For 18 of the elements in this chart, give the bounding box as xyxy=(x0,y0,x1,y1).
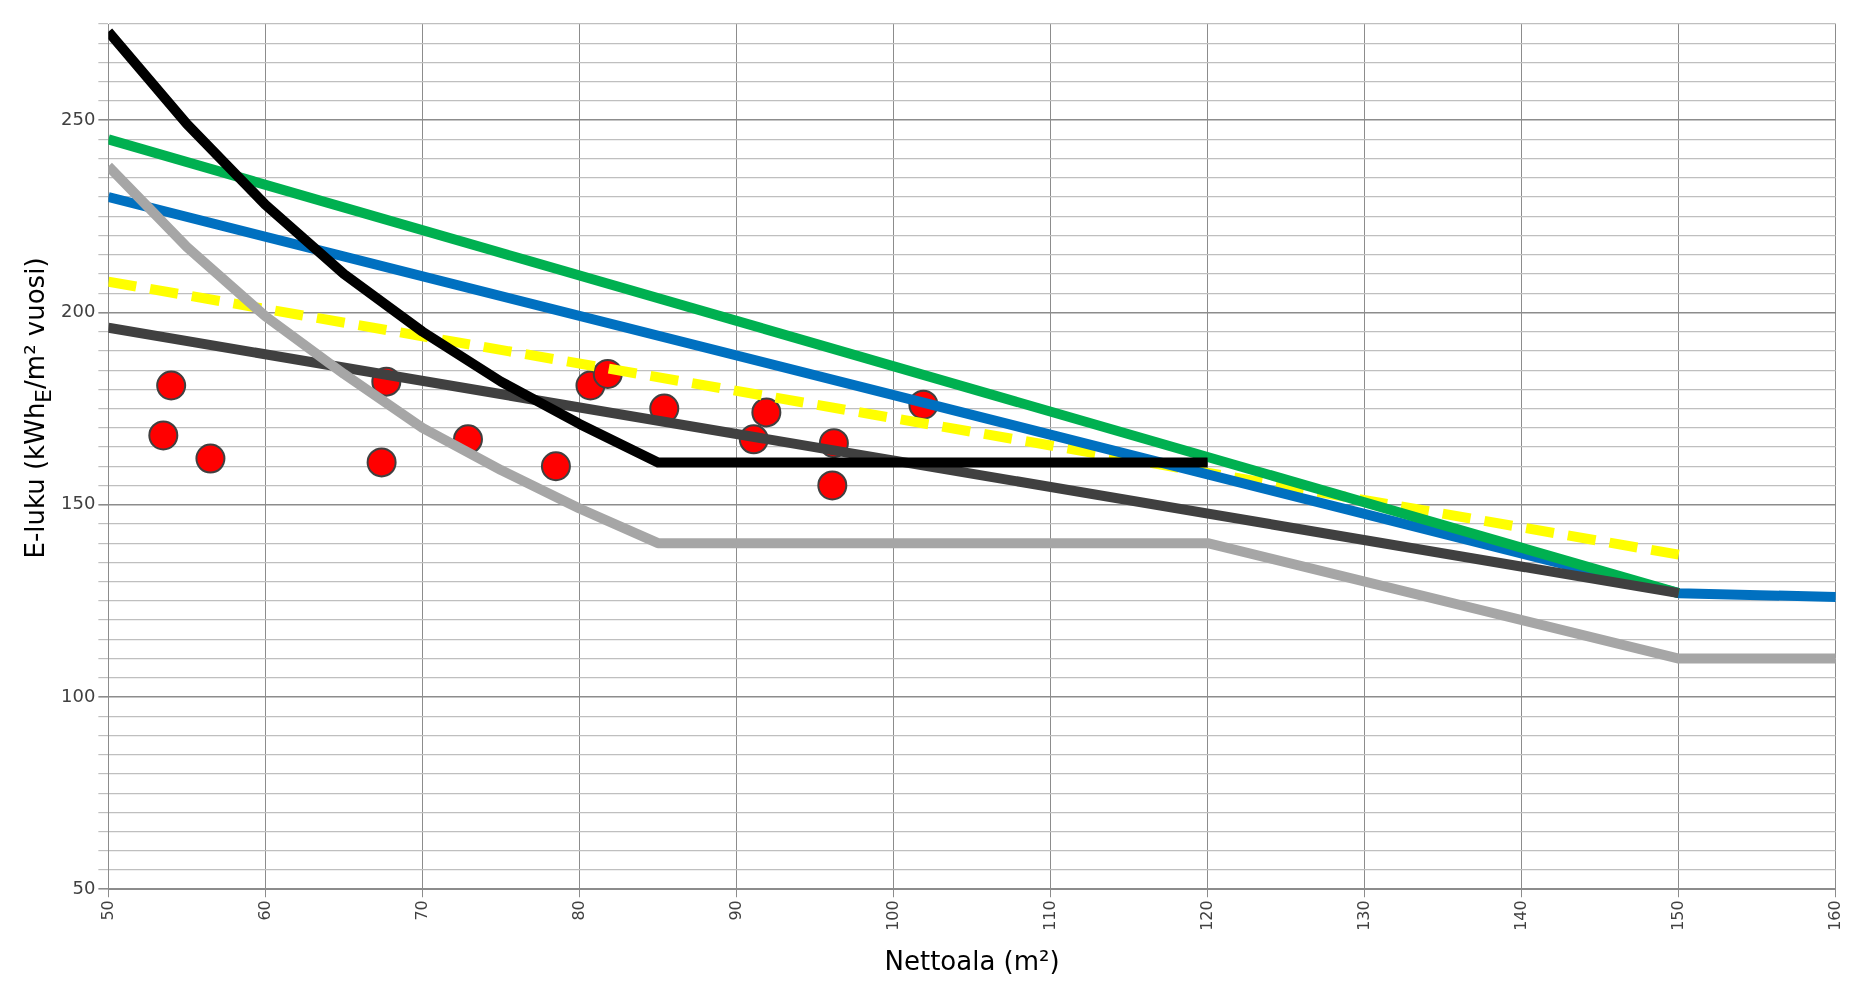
x-axis-title: Nettoala (m²) xyxy=(884,946,1060,977)
x-tick-label: 90 xyxy=(725,900,745,921)
x-tick-label: 70 xyxy=(411,900,431,921)
x-tick-label: 160 xyxy=(1824,900,1844,931)
x-tick-label: 60 xyxy=(254,900,274,921)
x-tick-label: 80 xyxy=(568,900,588,921)
y-tick-label: 100 xyxy=(61,684,96,706)
y-tick-label: 200 xyxy=(61,300,96,322)
x-tick-label: 110 xyxy=(1039,900,1059,931)
y-tick-label: 250 xyxy=(61,107,96,129)
x-tick-label: 100 xyxy=(882,900,902,931)
y-tick-label: 50 xyxy=(72,876,96,898)
x-tick-label: 50 xyxy=(97,900,117,921)
x-tick-label: 150 xyxy=(1667,900,1687,931)
y-tick-label: 150 xyxy=(61,492,96,514)
x-tick-label: 130 xyxy=(1353,900,1373,931)
x-tick-label: 120 xyxy=(1196,900,1216,931)
x-tick-label: 140 xyxy=(1510,900,1530,931)
